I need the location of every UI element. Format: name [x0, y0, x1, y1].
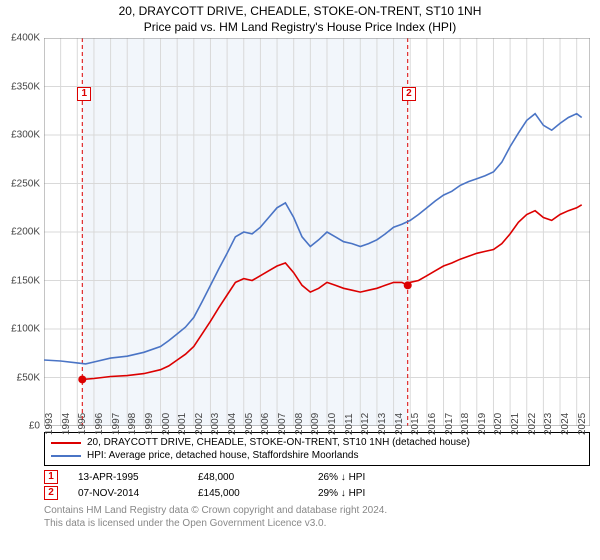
x-axis-tick: 2019: [477, 413, 488, 435]
x-axis-tick: 2011: [344, 413, 355, 435]
x-axis-tick: 2025: [577, 413, 588, 435]
x-axis-tick: 1995: [77, 413, 88, 435]
sale-row-2: 2 07-NOV-2014 £145,000 29% ↓ HPI: [44, 486, 590, 500]
x-axis-tick: 1998: [127, 413, 138, 435]
x-axis-tick: 2021: [510, 413, 521, 435]
chart-title-subtitle: Price paid vs. HM Land Registry's House …: [0, 18, 600, 38]
x-axis-tick: 2014: [394, 413, 405, 435]
x-axis-tick: 2017: [444, 413, 455, 435]
legend-swatch-blue: [51, 455, 81, 457]
x-axis-tick: 2012: [360, 413, 371, 435]
sale-marker-box: 1: [44, 470, 58, 484]
y-axis-tick: £200K: [0, 227, 40, 238]
x-axis-tick: 2006: [260, 413, 271, 435]
legend-row-blue: HPI: Average price, detached house, Staf…: [51, 449, 583, 462]
x-axis-tick: 2015: [410, 413, 421, 435]
footnote-line2: This data is licensed under the Open Gov…: [44, 517, 590, 530]
x-axis-tick: 2024: [560, 413, 571, 435]
x-axis-tick: 2003: [210, 413, 221, 435]
x-axis-tick: 2018: [460, 413, 471, 435]
y-axis-tick: £0: [0, 421, 40, 432]
sale-row-1: 1 13-APR-1995 £48,000 26% ↓ HPI: [44, 470, 590, 484]
x-axis-tick: 2023: [543, 413, 554, 435]
sale-date: 07-NOV-2014: [78, 488, 198, 499]
x-axis-tick: 2009: [310, 413, 321, 435]
x-axis-tick: 1994: [61, 413, 72, 435]
y-axis-tick: £150K: [0, 275, 40, 286]
x-axis-tick: 2005: [244, 413, 255, 435]
x-axis-tick: 2016: [427, 413, 438, 435]
chart-title-address: 20, DRAYCOTT DRIVE, CHEADLE, STOKE-ON-TR…: [0, 0, 600, 18]
x-axis-tick: 2008: [294, 413, 305, 435]
sale-marker-1: 1: [77, 87, 91, 101]
chart-svg: [44, 38, 590, 426]
x-axis-tick: 2007: [277, 413, 288, 435]
sale-price: £145,000: [198, 488, 318, 499]
x-axis-tick: 2001: [177, 413, 188, 435]
sale-price: £48,000: [198, 472, 318, 483]
y-axis-tick: £100K: [0, 324, 40, 335]
x-axis-tick: 2010: [327, 413, 338, 435]
legend-swatch-red: [51, 442, 81, 444]
x-axis-tick: 2022: [527, 413, 538, 435]
sale-marker-box: 2: [44, 486, 58, 500]
y-axis-tick: £300K: [0, 130, 40, 141]
x-axis-tick: 2020: [493, 413, 504, 435]
sale-date: 13-APR-1995: [78, 472, 198, 483]
footnote: Contains HM Land Registry data © Crown c…: [44, 504, 590, 530]
x-axis-tick: 2004: [227, 413, 238, 435]
x-axis-tick: 2002: [194, 413, 205, 435]
chart-plot-area: £0£50K£100K£150K£200K£250K£300K£350K£400…: [44, 38, 590, 426]
legend-row-red: 20, DRAYCOTT DRIVE, CHEADLE, STOKE-ON-TR…: [51, 436, 583, 449]
sale-diff: 29% ↓ HPI: [318, 488, 438, 499]
y-axis-tick: £250K: [0, 178, 40, 189]
footnote-line1: Contains HM Land Registry data © Crown c…: [44, 504, 590, 517]
x-axis-tick: 2013: [377, 413, 388, 435]
legend: 20, DRAYCOTT DRIVE, CHEADLE, STOKE-ON-TR…: [44, 432, 590, 466]
x-axis-tick: 1993: [44, 413, 55, 435]
legend-label-red: 20, DRAYCOTT DRIVE, CHEADLE, STOKE-ON-TR…: [87, 437, 470, 448]
y-axis-tick: £50K: [0, 372, 40, 383]
y-axis-tick: £400K: [0, 33, 40, 44]
sale-diff: 26% ↓ HPI: [318, 472, 438, 483]
x-axis-tick: 2000: [161, 413, 172, 435]
sale-marker-2: 2: [402, 87, 416, 101]
x-axis-tick: 1996: [94, 413, 105, 435]
x-axis-tick: 1997: [111, 413, 122, 435]
x-axis-tick: 1999: [144, 413, 155, 435]
legend-label-blue: HPI: Average price, detached house, Staf…: [87, 450, 358, 461]
y-axis-tick: £350K: [0, 81, 40, 92]
